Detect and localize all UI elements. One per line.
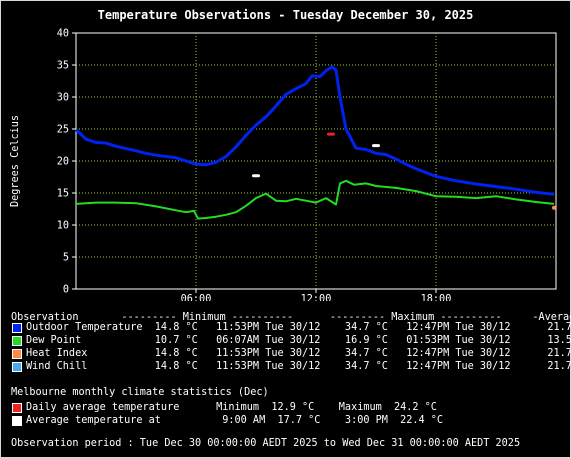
climate-swatch-average-at xyxy=(12,416,22,426)
y-tick-label: 25 xyxy=(57,125,69,136)
y-tick-label: 5 xyxy=(63,253,69,264)
x-tick-label: 18:00 xyxy=(421,294,452,301)
climate-marker-1 xyxy=(252,174,260,178)
row-text: Heat Index 14.8 °C 11:53PM Tue 30/12 34.… xyxy=(26,348,571,359)
chart-title: Temperature Observations - Tuesday Decem… xyxy=(97,8,474,22)
row-text: Dew Point 10.7 °C 06:07AM Tue 30/12 16.9… xyxy=(26,335,571,346)
legend-swatch-heat-index xyxy=(12,349,22,359)
climate-marker-0 xyxy=(327,132,335,136)
x-tick-label: 12:00 xyxy=(301,294,332,301)
table-header: Observation --------- Minimum ----------… xyxy=(11,312,571,323)
series-line-dew-point xyxy=(75,179,555,220)
legend-swatch-dew-point xyxy=(12,336,22,346)
climate-swatch-daily-average xyxy=(12,403,22,413)
climate-heading: Melbourne monthly climate statistics (De… xyxy=(11,387,269,398)
climate-text: Average temperature at 9:00 AM 17.7 °C 3… xyxy=(26,415,444,426)
y-tick-label: 40 xyxy=(57,29,69,40)
y-tick-label: 15 xyxy=(57,189,69,200)
climate-text: Daily average temperature Minimum 12.9 °… xyxy=(26,402,437,413)
y-tick-label: 35 xyxy=(57,61,69,72)
series-line-outdoor-temperature xyxy=(74,65,555,196)
row-text: Outdoor Temperature 14.8 °C 11:53PM Tue … xyxy=(26,322,571,333)
y-tick-label: 30 xyxy=(57,93,69,104)
y-tick-label: 10 xyxy=(57,221,69,232)
climate-marker-2 xyxy=(372,144,380,148)
y-tick-label: 20 xyxy=(57,157,69,168)
legend-swatch-outdoor-temperature xyxy=(12,323,22,333)
temperature-chart: 0 5 10 15 20 25 30 35 40 06:00 12:00 18:00 Degrees C… xyxy=(10,29,557,301)
y-tick-label: 0 xyxy=(63,285,69,296)
x-tick-label: 06:00 xyxy=(181,294,212,301)
y-axis-label: Degrees Celcius xyxy=(10,115,21,207)
legend-swatch-wind-chill xyxy=(12,362,22,372)
observation-period: Observation period : Tue Dec 30 00:00:00… xyxy=(11,438,521,449)
series-point-heat-index xyxy=(552,205,556,210)
row-text: Wind Chill 14.8 °C 11:53PM Tue 30/12 34.… xyxy=(26,361,571,372)
